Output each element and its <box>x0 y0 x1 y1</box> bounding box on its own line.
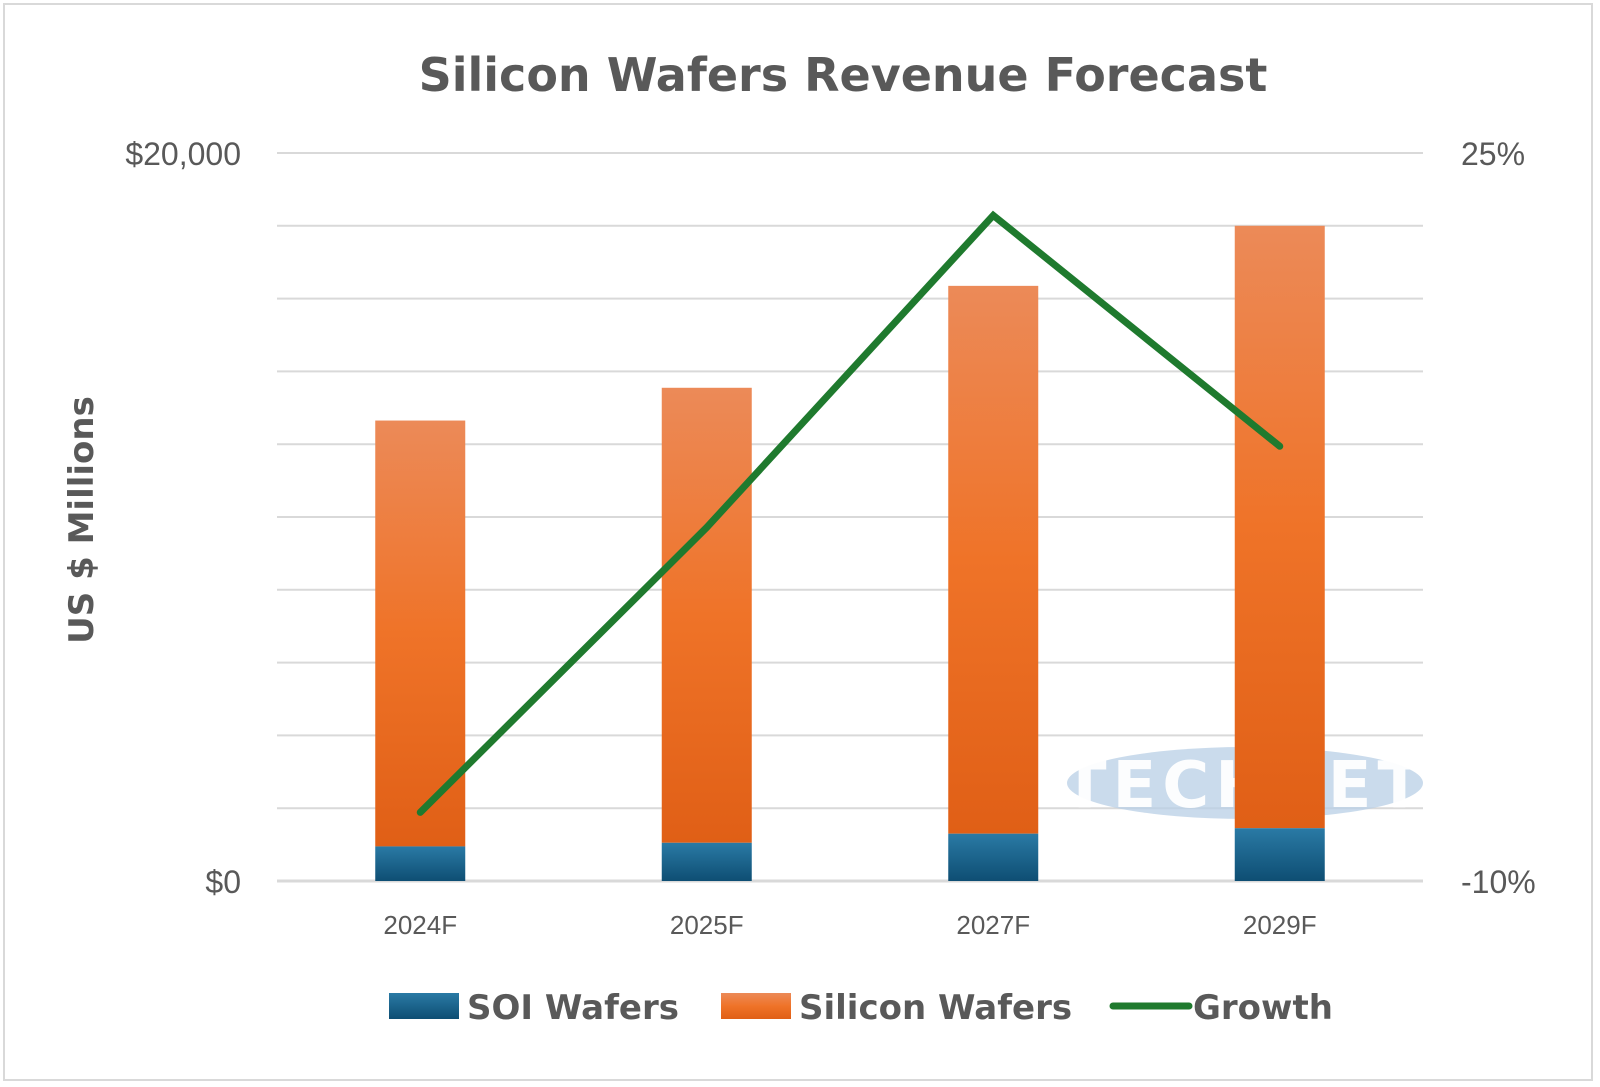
bar-soi-wafers-2024F <box>375 846 466 881</box>
chart-title: Silicon Wafers Revenue Forecast <box>419 48 1268 102</box>
legend-item-silicon: Silicon Wafers <box>721 988 1072 1028</box>
bar-soi-wafers-2029F <box>1234 828 1325 881</box>
x-tick-label: 2027F <box>956 910 1030 940</box>
y-axis-label: US $ Millions <box>62 396 102 644</box>
legend-label-silicon: Silicon Wafers <box>799 988 1072 1028</box>
bar-silicon-wafers-2024F <box>375 420 466 847</box>
chart-canvas: Silicon Wafers Revenue Forecast TECHCET … <box>62 48 1536 1028</box>
bar-soi-wafers-2027F <box>948 833 1039 881</box>
x-tick-label: 2029F <box>1243 910 1317 940</box>
bar-soi-wafers-2025F <box>661 842 752 881</box>
legend-label-soi: SOI Wafers <box>467 988 679 1028</box>
right-axis-ticks: -10% 25% <box>1461 136 1536 900</box>
y-tick-label: $20,000 <box>125 136 241 172</box>
legend: SOI Wafers Silicon Wafers Growth <box>389 988 1333 1028</box>
y2-tick-label: -10% <box>1461 864 1536 900</box>
chart-frame: Silicon Wafers Revenue Forecast TECHCET … <box>3 3 1593 1081</box>
legend-label-growth: Growth <box>1193 988 1333 1028</box>
legend-item-growth: Growth <box>1109 988 1333 1028</box>
bar-series <box>375 225 1325 881</box>
bar-silicon-wafers-2027F <box>948 285 1039 834</box>
growth-line <box>416 210 1284 816</box>
legend-swatch-silicon <box>721 993 791 1019</box>
category-labels: 2024F 2025F 2027F 2029F <box>383 910 1316 940</box>
legend-swatch-soi <box>389 993 459 1019</box>
bar-silicon-wafers-2025F <box>661 387 752 843</box>
x-tick-label: 2025F <box>670 910 744 940</box>
legend-item-soi: SOI Wafers <box>389 988 679 1028</box>
left-axis-ticks: $0 $20,000 <box>125 136 241 900</box>
y-tick-label: $0 <box>205 864 241 900</box>
x-tick-label: 2024F <box>383 910 457 940</box>
growth-series <box>416 210 1284 816</box>
y2-tick-label: 25% <box>1461 136 1525 172</box>
bar-silicon-wafers-2029F <box>1234 225 1325 829</box>
